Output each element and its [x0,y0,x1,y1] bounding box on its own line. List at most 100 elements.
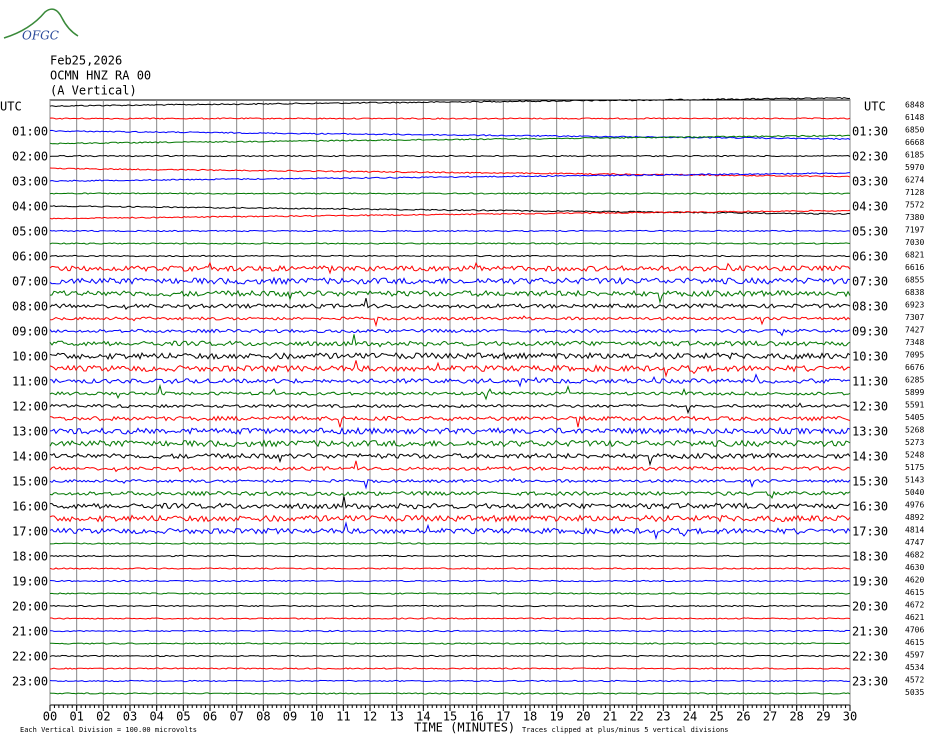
right-time-label: 03:30 [852,175,888,189]
rms-value: 4976 [905,501,924,510]
rms-value: 4615 [905,638,924,647]
right-time-label: 05:30 [852,225,888,239]
rms-value: 5175 [905,463,924,472]
footer-division: Each Vertical Division = 100.00 microvol… [20,726,197,734]
trace [49,154,851,158]
trace [49,117,851,120]
rms-value: 5248 [905,451,924,460]
trace [49,439,851,448]
left-time-label: 23:00 [12,675,48,689]
x-tick-label: 23 [656,710,670,724]
logo-curve [3,8,79,39]
x-tick-label: 26 [736,710,750,724]
rms-value: 7348 [905,338,924,347]
trace [49,229,851,233]
x-tick-label: 08 [256,710,270,724]
x-tick-label: 12 [363,710,377,724]
trace [49,351,851,361]
right-time-label: 11:30 [852,375,888,389]
trace [49,654,851,658]
x-tick-label: 29 [816,710,830,724]
x-tick-label: 00 [43,710,57,724]
x-tick-label: 30 [843,710,857,724]
rms-value: 5591 [905,401,924,410]
left-time-label: 12:00 [12,400,48,414]
trace [49,167,851,178]
right-time-label: 14:30 [852,450,888,464]
left-time-label: 17:00 [12,525,48,539]
right-time-label: 01:30 [852,125,888,139]
trace [49,134,851,145]
component: (A Vertical) [50,84,137,98]
rms-value: 4747 [905,538,924,547]
left-time-label: 21:00 [12,625,48,639]
rms-value: 6668 [905,138,924,147]
trace [49,328,851,337]
x-tick-label: 19 [549,710,563,724]
trace [49,667,851,670]
left-time-label: 10:00 [12,350,48,364]
date: Feb25,2026 [50,54,122,68]
trace [49,477,851,490]
trace [49,97,851,108]
trace [49,579,851,583]
x-tick-label: 03 [123,710,137,724]
left-time-label: 05:00 [12,225,48,239]
trace [50,542,851,545]
x-tick-label: 15 [443,710,457,724]
x-tick-label: 18 [523,710,537,724]
trace [49,629,850,633]
trace [49,254,851,258]
rms-value: 7095 [905,351,924,360]
rms-value: 4534 [905,663,924,672]
trace [49,415,851,428]
rms-value: 5040 [905,488,924,497]
x-tick-label: 06 [203,710,217,724]
right-time-label: 07:30 [852,275,888,289]
rms-value: 6855 [905,276,924,285]
rms-value: 6274 [905,176,924,185]
left-time-label: 07:00 [12,275,48,289]
right-time-label: 18:30 [852,550,888,564]
trace [49,192,851,195]
left-time-label: 11:00 [12,375,48,389]
rms-value: 5405 [905,413,924,422]
x-tick-label: 09 [283,710,297,724]
x-tick-label: 27 [763,710,777,724]
trace [49,679,851,683]
rms-value: 4672 [905,601,924,610]
trace [49,129,851,141]
rms-value: 4630 [905,563,924,572]
trace [49,383,851,401]
left-time-label: 09:00 [12,325,48,339]
x-tick-label: 21 [603,710,617,724]
x-tick-label: 11 [336,710,350,724]
x-tick-label: 07 [229,710,243,724]
right-time-label: 17:30 [852,525,888,539]
left-time-label: 04:00 [12,200,48,214]
trace [49,261,851,275]
trace [50,617,851,620]
logo: OFGC [3,8,79,43]
right-time-label: 22:30 [852,650,888,664]
x-tick-label: 24 [683,710,697,724]
rms-value: 5970 [905,163,924,172]
trace [49,402,851,415]
x-tick-label: 28 [789,710,803,724]
left-time-label: UTC [0,100,22,114]
rms-value: 4597 [905,651,924,660]
rms-value: 4621 [905,613,924,622]
x-axis-title: TIME (MINUTES) [414,721,515,735]
x-tick-label: 22 [629,710,643,724]
trace [49,426,851,435]
trace [49,592,851,595]
rms-value: 7572 [905,201,924,210]
rms-value: 4814 [905,526,924,535]
trace [49,692,851,695]
trace [49,315,851,328]
rms-value: 4892 [905,513,924,522]
left-time-label: 16:00 [12,500,48,514]
right-time-label: 15:30 [852,475,888,489]
trace [50,642,851,645]
right-time-label: UTC [864,100,886,114]
